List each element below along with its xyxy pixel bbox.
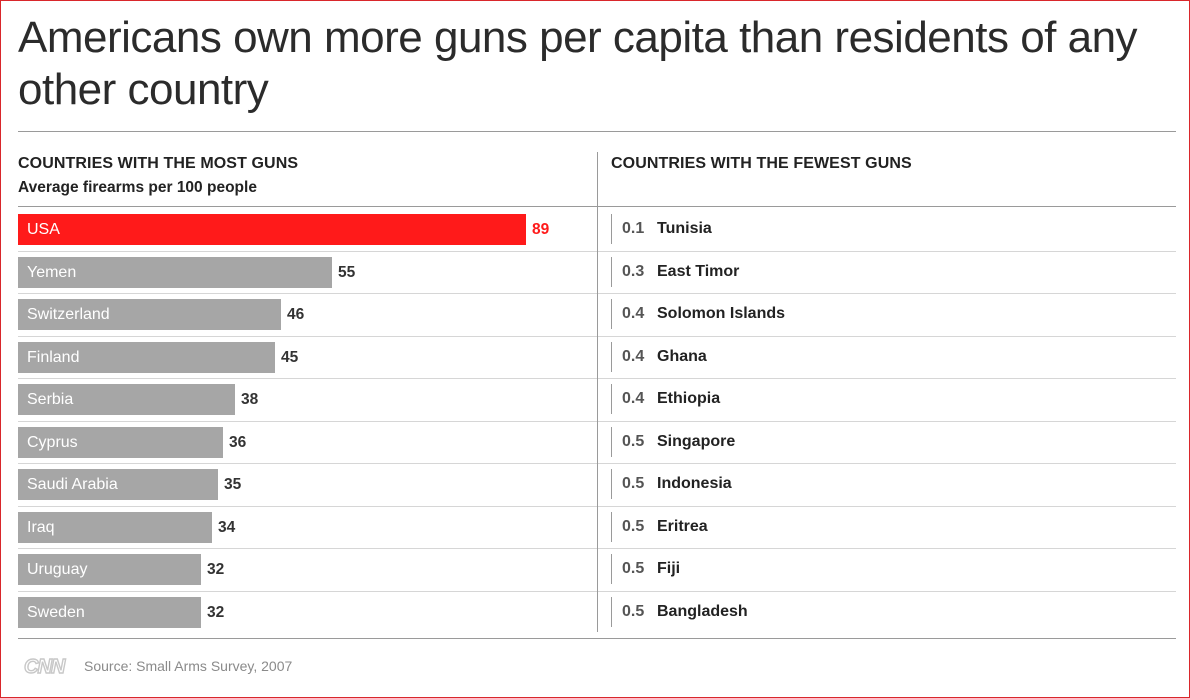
bar-value-label: 89 — [532, 221, 550, 238]
bar-value-label: 55 — [338, 263, 356, 281]
bar-sweden: Sweden — [18, 596, 201, 628]
list-country-bangladesh: Bangladesh — [657, 602, 748, 620]
list-value: 0.5 — [622, 475, 645, 492]
row-separator — [598, 378, 1176, 379]
row-separator — [18, 506, 597, 507]
right-heading: COUNTRIES WITH THE FEWEST GUNS — [611, 155, 912, 172]
row-separator — [598, 506, 1176, 507]
row-separator — [598, 421, 1176, 422]
bar-value-label: 38 — [241, 391, 259, 408]
left-subheading: Average firearms per 100 people — [18, 179, 257, 196]
left-heading: COUNTRIES WITH THE MOST GUNS — [18, 155, 299, 172]
bar-uruguay: Uruguay — [18, 554, 201, 585]
list-tick — [611, 256, 612, 287]
row-separator — [598, 463, 1176, 464]
row-separator — [598, 591, 1176, 592]
row-separator — [18, 251, 597, 252]
list-country-fiji: Fiji — [657, 560, 681, 577]
column-divider — [597, 152, 598, 632]
bar-saudi-arabia: Saudi Arabia — [18, 469, 218, 500]
bar-value-label: 34 — [218, 518, 236, 536]
title-divider — [18, 131, 1176, 132]
row-separator — [18, 548, 597, 549]
list-tick — [611, 426, 612, 457]
list-value: 0.5 — [622, 560, 645, 577]
bar-yemen: Yemen — [18, 256, 332, 288]
list-value: 0.5 — [622, 432, 645, 450]
list-value: 0.4 — [622, 305, 645, 322]
list-country-eritrea: Eritrea — [657, 517, 708, 535]
footer-divider — [18, 638, 1176, 639]
list-tick — [611, 384, 612, 414]
bar-value-label: 32 — [207, 561, 225, 578]
list-tick — [611, 554, 612, 584]
list-value: 0.5 — [622, 517, 645, 535]
row-separator — [18, 463, 597, 464]
row-separator — [598, 251, 1176, 252]
list-tick — [611, 299, 612, 329]
bar-value-label: 36 — [229, 433, 247, 451]
bar-switzerland: Switzerland — [18, 299, 281, 330]
row-separator — [598, 336, 1176, 337]
row-separator — [18, 336, 597, 337]
bar-value-label: 35 — [224, 476, 242, 493]
list-tick — [611, 511, 612, 542]
list-country-east-timor: East Timor — [657, 262, 740, 280]
list-country-singapore: Singapore — [657, 432, 736, 450]
list-value: 0.4 — [622, 390, 645, 407]
list-tick — [611, 469, 612, 499]
list-value: 0.4 — [622, 347, 645, 365]
right-header-rule — [598, 206, 1176, 207]
bar-value-label: 45 — [281, 348, 299, 366]
source-note: Source: Small Arms Survey, 2007 — [84, 658, 293, 674]
bar-iraq: Iraq — [18, 511, 212, 543]
bar-finland: Finland — [18, 341, 275, 373]
list-country-tunisia: Tunisia — [657, 220, 712, 237]
row-separator — [18, 591, 597, 592]
list-country-indonesia: Indonesia — [657, 475, 732, 492]
bar-usa: USA — [18, 214, 526, 245]
bar-cyprus: Cyprus — [18, 426, 223, 458]
bar-serbia: Serbia — [18, 384, 235, 415]
row-separator — [18, 293, 597, 294]
list-value: 0.1 — [622, 220, 645, 237]
list-country-solomon-islands: Solomon Islands — [657, 305, 786, 322]
chart-title: Americans own more guns per capita than … — [18, 13, 1138, 114]
row-separator — [18, 378, 597, 379]
left-header-rule — [18, 206, 597, 207]
list-tick — [611, 341, 612, 372]
list-value: 0.5 — [622, 602, 645, 620]
list-tick — [611, 596, 612, 627]
list-country-ethiopia: Ethiopia — [657, 390, 721, 407]
row-separator — [18, 421, 597, 422]
cnn-logo: CNN — [23, 655, 66, 678]
list-value: 0.3 — [622, 262, 645, 280]
row-separator — [598, 293, 1176, 294]
list-tick — [611, 214, 612, 244]
list-country-ghana: Ghana — [657, 347, 707, 365]
row-separator — [598, 548, 1176, 549]
bar-value-label: 46 — [287, 306, 305, 323]
bar-value-label: 32 — [207, 603, 225, 621]
